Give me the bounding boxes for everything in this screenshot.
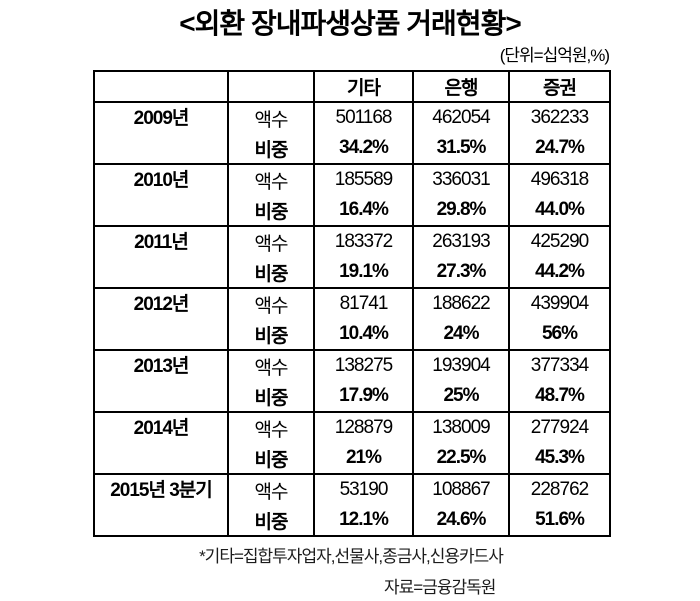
share-value: 16.4%: [313, 195, 414, 226]
table-row-amount: 2009년 액수 501168 462054 362233: [93, 101, 611, 164]
share-value: 31.5%: [412, 133, 510, 164]
metric-label-amount: 액수: [227, 287, 315, 319]
period-cell: 2012년: [93, 287, 229, 350]
metric-label-share: 비중: [227, 133, 315, 164]
amount-value: 277924: [508, 411, 611, 443]
share-value: 34.2%: [313, 133, 414, 164]
period-cell: 2011년: [93, 225, 229, 288]
amount-value: 439904: [508, 287, 611, 319]
table-row-share: 비중 16.4% 29.8% 44.0%: [94, 195, 611, 226]
amount-value: 185589: [313, 163, 414, 195]
page-title: <외환 장내파생상품 거래현황>: [179, 8, 521, 39]
metric-label-amount: 액수: [227, 349, 315, 381]
metric-label-amount: 액수: [227, 163, 315, 195]
period-cell: 2010년: [93, 163, 229, 226]
table-row-amount: 2015년 3분기 액수 53190 108867 228762: [93, 473, 611, 536]
header-securities: 증권: [508, 71, 611, 103]
period-cell: 2014년: [93, 411, 229, 474]
share-value: 51.6%: [508, 505, 611, 536]
metric-label-share: 비중: [227, 257, 315, 288]
amount-value: 425290: [508, 225, 611, 257]
share-value: 21%: [313, 443, 414, 474]
share-value: 48.7%: [508, 381, 611, 412]
table-row-amount: 2012년 액수 81741 188622 439904: [93, 287, 611, 350]
amount-value: 138275: [313, 349, 414, 381]
period-cell: 2015년 3분기: [93, 473, 229, 536]
table-row-share: 비중 17.9% 25% 48.7%: [94, 381, 611, 412]
metric-label-amount: 액수: [227, 473, 315, 505]
header-period-blank: [93, 71, 229, 103]
share-value: 44.0%: [508, 195, 611, 226]
metric-label-share: 비중: [227, 443, 315, 474]
metric-label-share: 비중: [227, 195, 315, 226]
derivatives-table: 기타 은행 증권 2009년 액수 501168 462054 362233 비…: [93, 70, 611, 537]
amount-value: 336031: [412, 163, 510, 195]
amount-value: 263193: [412, 225, 510, 257]
header-metric-blank: [227, 71, 315, 103]
amount-value: 193904: [412, 349, 510, 381]
amount-value: 138009: [412, 411, 510, 443]
table-row-share: 비중 21% 22.5% 45.3%: [94, 443, 611, 474]
amount-value: 462054: [412, 101, 510, 133]
share-value: 24.6%: [412, 505, 510, 536]
amount-value: 53190: [313, 473, 414, 505]
table-row-share: 비중 12.1% 24.6% 51.6%: [94, 505, 611, 536]
amount-value: 81741: [313, 287, 414, 319]
share-value: 29.8%: [412, 195, 510, 226]
amount-value: 501168: [313, 101, 414, 133]
table-row-share: 비중 19.1% 27.3% 44.2%: [94, 257, 611, 288]
metric-label-amount: 액수: [227, 101, 315, 133]
share-value: 56%: [508, 319, 611, 350]
metric-label-share: 비중: [227, 381, 315, 412]
share-value: 12.1%: [313, 505, 414, 536]
amount-value: 188622: [412, 287, 510, 319]
table-row-amount: 2011년 액수 183372 263193 425290: [93, 225, 611, 288]
share-value: 22.5%: [412, 443, 510, 474]
table-row-amount: 2013년 액수 138275 193904 377334: [93, 349, 611, 412]
amount-value: 108867: [412, 473, 510, 505]
table-row-amount: 2014년 액수 128879 138009 277924: [93, 411, 611, 474]
header-bank: 은행: [412, 71, 510, 103]
share-value: 24.7%: [508, 133, 611, 164]
share-value: 27.3%: [412, 257, 510, 288]
table-row-amount: 2010년 액수 185589 336031 496318: [93, 163, 611, 226]
amount-value: 362233: [508, 101, 611, 133]
amount-value: 496318: [508, 163, 611, 195]
table-row-share: 비중 34.2% 31.5% 24.7%: [94, 133, 611, 164]
share-value: 44.2%: [508, 257, 611, 288]
metric-label-amount: 액수: [227, 225, 315, 257]
metric-label-share: 비중: [227, 505, 315, 536]
footnote-other-definition: *기타=집합투자업자,선물사,종금사,신용카드사: [199, 547, 504, 566]
share-value: 19.1%: [313, 257, 414, 288]
period-cell: 2013년: [93, 349, 229, 412]
share-value: 25%: [412, 381, 510, 412]
share-value: 17.9%: [313, 381, 414, 412]
amount-value: 183372: [313, 225, 414, 257]
share-value: 10.4%: [313, 319, 414, 350]
period-cell: 2009년: [93, 101, 229, 164]
header-other: 기타: [313, 71, 414, 103]
footnote-source: 자료=금융감독원: [384, 578, 496, 597]
share-value: 24%: [412, 319, 510, 350]
amount-value: 228762: [508, 473, 611, 505]
share-value: 45.3%: [508, 443, 611, 474]
table-row-share: 비중 10.4% 24% 56%: [94, 319, 611, 350]
amount-value: 377334: [508, 349, 611, 381]
header-row: 기타 은행 증권: [93, 71, 611, 103]
metric-label-amount: 액수: [227, 411, 315, 443]
unit-note: (단위=십억원,%): [499, 46, 610, 65]
metric-label-share: 비중: [227, 319, 315, 350]
amount-value: 128879: [313, 411, 414, 443]
